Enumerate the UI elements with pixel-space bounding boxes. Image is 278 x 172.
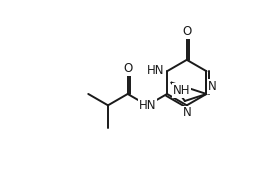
Text: N: N — [182, 106, 191, 120]
Text: HN: HN — [139, 99, 156, 112]
Text: O: O — [182, 25, 191, 38]
Text: O: O — [123, 62, 132, 75]
Text: HN: HN — [147, 64, 164, 77]
Text: N: N — [208, 80, 216, 93]
Text: NH: NH — [173, 84, 190, 97]
